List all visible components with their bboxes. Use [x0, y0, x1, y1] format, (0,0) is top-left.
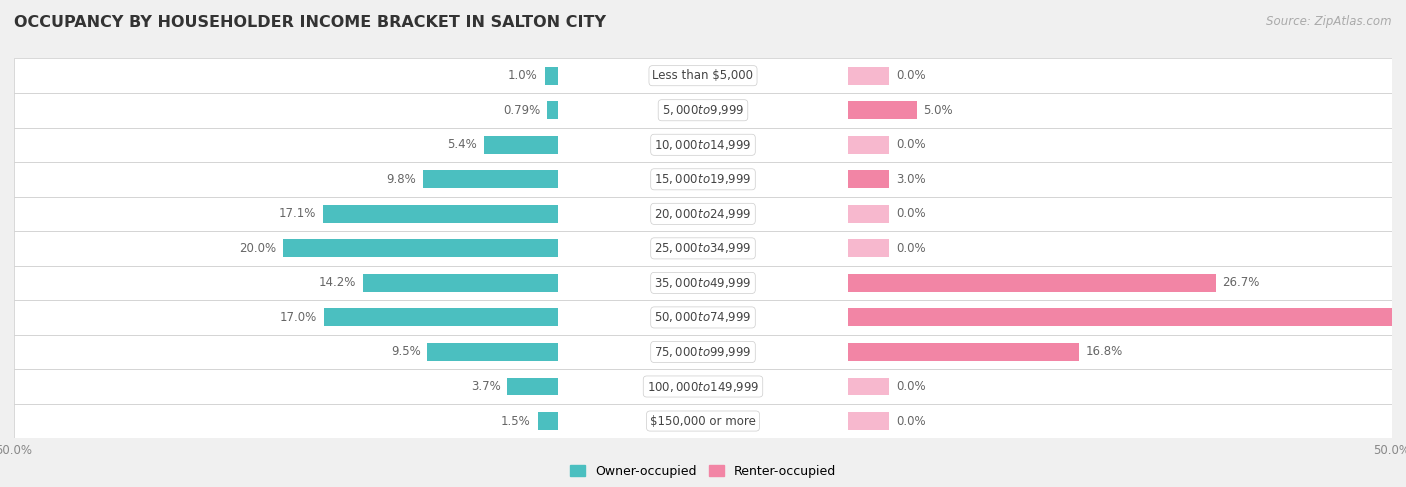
Text: 0.0%: 0.0% — [896, 242, 925, 255]
Bar — [484, 136, 558, 154]
Bar — [848, 205, 889, 223]
Bar — [508, 377, 558, 395]
Bar — [14, 58, 1392, 93]
Text: 17.1%: 17.1% — [278, 207, 316, 220]
Bar — [848, 274, 1216, 292]
Bar — [14, 93, 1392, 128]
Bar — [547, 101, 558, 119]
Bar — [14, 404, 1392, 438]
Text: 9.8%: 9.8% — [387, 173, 416, 186]
Legend: Owner-occupied, Renter-occupied: Owner-occupied, Renter-occupied — [569, 465, 837, 478]
Bar — [14, 335, 1392, 369]
Bar — [14, 128, 1392, 162]
Text: 0.0%: 0.0% — [896, 207, 925, 220]
Text: 0.79%: 0.79% — [503, 104, 540, 117]
Text: $50,000 to $74,999: $50,000 to $74,999 — [654, 310, 752, 324]
Text: $25,000 to $34,999: $25,000 to $34,999 — [654, 242, 752, 255]
Bar — [848, 170, 889, 188]
Bar — [848, 240, 889, 257]
Bar — [14, 231, 1392, 265]
Text: 3.0%: 3.0% — [896, 173, 925, 186]
Bar — [14, 300, 1392, 335]
Text: 5.0%: 5.0% — [924, 104, 953, 117]
Bar — [537, 412, 558, 430]
Bar — [544, 67, 558, 85]
Bar — [363, 274, 558, 292]
Text: 17.0%: 17.0% — [280, 311, 318, 324]
Text: 14.2%: 14.2% — [318, 277, 356, 289]
Text: 26.7%: 26.7% — [1222, 277, 1260, 289]
Bar — [323, 308, 558, 326]
Bar — [848, 412, 889, 430]
Bar — [848, 308, 1406, 326]
Bar — [283, 240, 558, 257]
Bar — [848, 67, 889, 85]
Bar — [423, 170, 558, 188]
Text: 0.0%: 0.0% — [896, 69, 925, 82]
Text: Less than $5,000: Less than $5,000 — [652, 69, 754, 82]
Text: 0.0%: 0.0% — [896, 380, 925, 393]
Text: 3.7%: 3.7% — [471, 380, 501, 393]
Bar — [14, 162, 1392, 197]
Text: $35,000 to $49,999: $35,000 to $49,999 — [654, 276, 752, 290]
Text: 0.0%: 0.0% — [896, 414, 925, 428]
Bar — [848, 377, 889, 395]
Text: 16.8%: 16.8% — [1085, 345, 1123, 358]
Bar — [14, 369, 1392, 404]
Bar — [848, 343, 1080, 361]
Bar — [848, 136, 889, 154]
Text: 0.0%: 0.0% — [896, 138, 925, 151]
Bar — [848, 101, 917, 119]
Text: 1.0%: 1.0% — [508, 69, 537, 82]
Text: 20.0%: 20.0% — [239, 242, 276, 255]
Text: 9.5%: 9.5% — [391, 345, 420, 358]
Text: $150,000 or more: $150,000 or more — [650, 414, 756, 428]
Bar — [427, 343, 558, 361]
Bar — [14, 265, 1392, 300]
Text: Source: ZipAtlas.com: Source: ZipAtlas.com — [1267, 15, 1392, 28]
Text: $5,000 to $9,999: $5,000 to $9,999 — [662, 103, 744, 117]
Text: $20,000 to $24,999: $20,000 to $24,999 — [654, 207, 752, 221]
Text: $10,000 to $14,999: $10,000 to $14,999 — [654, 138, 752, 152]
Bar — [323, 205, 558, 223]
Text: $100,000 to $149,999: $100,000 to $149,999 — [647, 379, 759, 393]
Text: 5.4%: 5.4% — [447, 138, 477, 151]
Text: OCCUPANCY BY HOUSEHOLDER INCOME BRACKET IN SALTON CITY: OCCUPANCY BY HOUSEHOLDER INCOME BRACKET … — [14, 15, 606, 30]
Text: 1.5%: 1.5% — [501, 414, 531, 428]
Text: $75,000 to $99,999: $75,000 to $99,999 — [654, 345, 752, 359]
Bar — [14, 197, 1392, 231]
Text: $15,000 to $19,999: $15,000 to $19,999 — [654, 172, 752, 187]
